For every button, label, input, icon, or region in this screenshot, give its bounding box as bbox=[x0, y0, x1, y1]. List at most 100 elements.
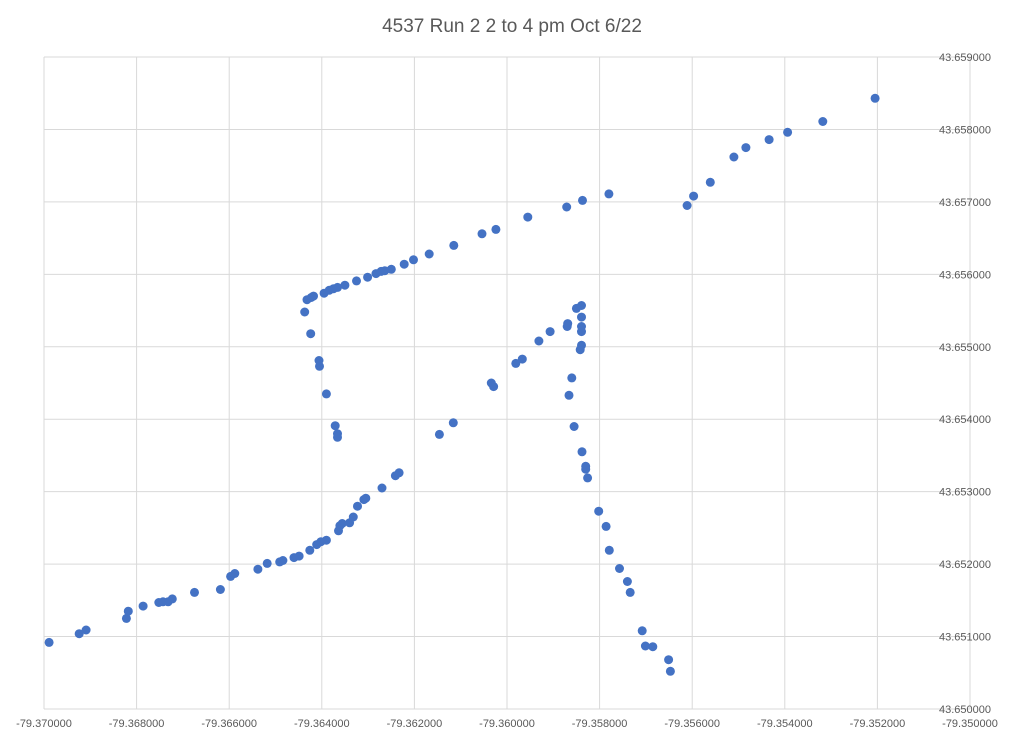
data-point bbox=[215, 585, 225, 594]
y-axis-tick-labels: 43.650000 43.651000 43.652000 43.653000 43.6… bbox=[939, 52, 991, 716]
data-point bbox=[321, 535, 331, 545]
data-point bbox=[604, 189, 614, 199]
data-point bbox=[321, 389, 331, 399]
data-point bbox=[348, 512, 358, 522]
data-point bbox=[489, 382, 499, 392]
data-point bbox=[705, 177, 715, 187]
data-point bbox=[167, 594, 177, 604]
data-point bbox=[689, 191, 699, 201]
data-point bbox=[741, 143, 751, 153]
data-point bbox=[377, 483, 387, 493]
data-point bbox=[278, 556, 288, 565]
y-tick-label: 43.658000 bbox=[939, 124, 991, 136]
data-point bbox=[333, 432, 342, 442]
data-point bbox=[262, 558, 272, 568]
y-tick-label: 43.653000 bbox=[939, 487, 991, 499]
data-point bbox=[361, 493, 371, 503]
data-point bbox=[648, 642, 658, 652]
y-tick-label: 43.659000 bbox=[939, 52, 991, 64]
x-tick-label: -79.362000 bbox=[387, 718, 443, 730]
x-tick-label: -79.350000 bbox=[942, 718, 998, 730]
data-point bbox=[44, 637, 54, 647]
data-point bbox=[138, 601, 148, 611]
data-point bbox=[563, 319, 573, 329]
data-point bbox=[575, 345, 585, 355]
data-point bbox=[190, 587, 199, 597]
data-point bbox=[306, 329, 316, 339]
data-point bbox=[74, 629, 84, 639]
gridlines bbox=[43, 56, 971, 710]
data-point bbox=[511, 358, 521, 368]
data-point bbox=[664, 655, 674, 665]
data-point bbox=[783, 127, 793, 137]
x-axis-tick-labels: -79.370000 -79.368000 -79.366000 -79.364000… bbox=[16, 718, 998, 730]
data-point bbox=[564, 390, 574, 400]
data-point bbox=[523, 212, 533, 222]
data-point bbox=[637, 626, 647, 636]
data-point bbox=[682, 201, 692, 210]
y-tick-label: 43.655000 bbox=[939, 342, 991, 354]
data-point bbox=[353, 501, 362, 511]
x-tick-label: -79.370000 bbox=[16, 718, 72, 730]
data-point bbox=[577, 327, 586, 337]
y-tick-label: 43.651000 bbox=[939, 632, 991, 644]
data-point bbox=[399, 259, 409, 269]
y-tick-label: 43.650000 bbox=[939, 704, 991, 716]
data-point bbox=[300, 307, 310, 317]
x-tick-label: -79.356000 bbox=[664, 718, 720, 730]
x-tick-label: -79.366000 bbox=[201, 718, 257, 730]
data-point bbox=[577, 301, 586, 310]
data-point bbox=[81, 625, 91, 635]
y-tick-label: 43.654000 bbox=[939, 414, 991, 426]
data-point bbox=[665, 666, 675, 676]
data-point bbox=[305, 545, 315, 555]
data-point bbox=[622, 577, 632, 586]
data-point bbox=[870, 93, 880, 103]
data-points bbox=[44, 93, 880, 676]
x-tick-label: -79.352000 bbox=[850, 718, 906, 730]
data-point bbox=[615, 564, 624, 573]
data-point bbox=[594, 506, 604, 516]
data-point bbox=[577, 447, 587, 457]
data-point bbox=[477, 229, 487, 239]
data-point bbox=[253, 564, 263, 574]
data-point bbox=[534, 336, 544, 346]
data-point bbox=[562, 202, 572, 212]
data-point bbox=[314, 356, 324, 365]
data-point bbox=[640, 641, 650, 651]
data-point bbox=[409, 255, 418, 265]
data-point bbox=[337, 519, 347, 528]
chart-title: 4537 Run 2 2 to 4 pm Oct 6/22 bbox=[382, 16, 642, 37]
data-point bbox=[123, 606, 133, 616]
x-tick-label: -79.354000 bbox=[757, 718, 813, 730]
x-tick-label: -79.364000 bbox=[294, 718, 350, 730]
data-point bbox=[434, 429, 444, 439]
x-tick-label: -79.360000 bbox=[479, 718, 535, 730]
data-point bbox=[294, 551, 304, 561]
y-tick-label: 43.656000 bbox=[939, 269, 991, 281]
data-point bbox=[764, 135, 774, 145]
data-point bbox=[581, 464, 591, 474]
y-tick-label: 43.657000 bbox=[939, 197, 991, 209]
data-point bbox=[340, 280, 350, 290]
data-point bbox=[583, 473, 593, 483]
data-point bbox=[424, 249, 434, 259]
x-tick-label: -79.368000 bbox=[109, 718, 165, 730]
data-point bbox=[449, 240, 459, 250]
data-point bbox=[230, 569, 240, 578]
data-point bbox=[386, 264, 396, 274]
data-point bbox=[363, 272, 373, 282]
data-point bbox=[601, 521, 611, 531]
x-tick-label: -79.358000 bbox=[572, 718, 628, 730]
data-point bbox=[577, 312, 586, 322]
data-point bbox=[569, 422, 579, 431]
data-point bbox=[517, 354, 527, 364]
data-point bbox=[352, 276, 361, 286]
data-point bbox=[729, 152, 739, 162]
data-point bbox=[309, 291, 318, 301]
data-point bbox=[491, 224, 501, 234]
data-point bbox=[578, 195, 587, 205]
data-point bbox=[567, 373, 577, 383]
data-point bbox=[121, 613, 131, 623]
